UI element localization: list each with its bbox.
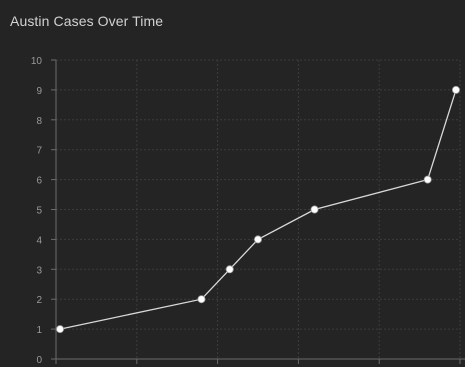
chart-title: Austin Cases Over Time bbox=[10, 13, 164, 29]
y-tick-label: 6 bbox=[36, 176, 42, 187]
data-point bbox=[310, 205, 319, 214]
y-tick-label: 1 bbox=[36, 325, 42, 336]
y-tick-label: 7 bbox=[36, 146, 42, 157]
data-point bbox=[253, 235, 262, 244]
data-point bbox=[423, 175, 432, 184]
y-tick-label: 4 bbox=[36, 235, 42, 246]
y-tick-label: 9 bbox=[36, 86, 42, 97]
data-point bbox=[451, 85, 460, 94]
y-tick-label: 2 bbox=[36, 295, 42, 306]
data-point bbox=[197, 295, 206, 304]
data-point bbox=[56, 325, 65, 334]
y-tick-label: 0 bbox=[36, 355, 42, 366]
y-tick-label: 10 bbox=[31, 56, 43, 67]
y-tick-label: 5 bbox=[36, 206, 42, 217]
y-tick-label: 8 bbox=[36, 116, 42, 127]
y-tick-label: 3 bbox=[36, 265, 42, 276]
data-point bbox=[225, 265, 234, 274]
